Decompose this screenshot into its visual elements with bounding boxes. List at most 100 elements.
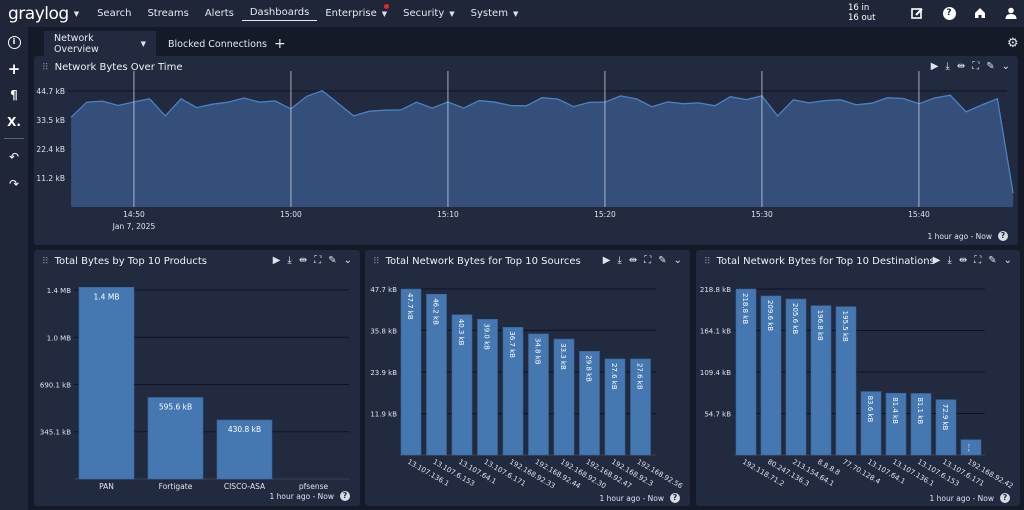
- fullscreen-icon[interactable]: ⛶: [974, 255, 982, 266]
- data-label: 20.1 kB: [967, 444, 969, 452]
- y-tick-label: 164.1 kB: [700, 328, 731, 336]
- edit-icon[interactable]: ✎: [986, 61, 995, 72]
- compress-icon[interactable]: ⇹: [956, 61, 966, 72]
- home-icon[interactable]: [973, 6, 987, 20]
- chevron-down-icon[interactable]: ▼: [140, 40, 146, 48]
- play-icon[interactable]: ▶: [272, 255, 281, 266]
- play-icon[interactable]: ▶: [932, 255, 941, 266]
- bar: [785, 298, 807, 456]
- bar: [910, 393, 932, 456]
- widget-footer: 1 hour ago - Now?: [928, 231, 1008, 241]
- bar: [78, 287, 135, 480]
- fullscreen-icon[interactable]: ⛶: [644, 255, 652, 266]
- plus-icon[interactable]: +: [7, 60, 21, 78]
- undo-icon[interactable]: ↶: [8, 150, 20, 164]
- nav-dashboards[interactable]: Dashboards: [241, 7, 318, 21]
- help-icon[interactable]: ?: [998, 231, 1008, 241]
- widget-footer: 1 hour ago - Now?: [930, 493, 1010, 503]
- data-label: 205.6 kB: [791, 303, 799, 334]
- data-label: 81.4 kB: [891, 397, 899, 424]
- chevron-down-icon[interactable]: ⌄: [1003, 255, 1012, 266]
- chevron-down-icon[interactable]: ▼: [73, 9, 80, 18]
- data-label: 46.2 kB: [432, 298, 440, 325]
- compress-icon[interactable]: ⇹: [958, 255, 968, 266]
- x-tick-label: Fortigate: [159, 482, 193, 491]
- download-icon[interactable]: ⤓: [945, 61, 950, 72]
- redo-icon[interactable]: ↷: [8, 177, 20, 191]
- nav-system[interactable]: System ▼: [463, 8, 527, 19]
- area-chart: 11.2 kB 22.4 kB 33.5 kB 44.7 kB 14:50 15:00 15…: [36, 71, 1014, 231]
- widget-title: Network Bytes Over Time: [54, 62, 183, 73]
- nav-streams[interactable]: Streams: [147, 8, 189, 19]
- chevron-down-icon[interactable]: ⌄: [343, 255, 352, 266]
- edit-icon[interactable]: ✎: [658, 255, 667, 266]
- compress-icon[interactable]: ⇹: [628, 255, 638, 266]
- drag-handle-icon[interactable]: ⠿: [42, 256, 49, 267]
- x-tick-label: 15:20: [594, 210, 616, 219]
- help-icon[interactable]: ?: [942, 6, 956, 20]
- x-tick-label: pfsense: [299, 482, 329, 491]
- info-icon[interactable]: i: [0, 33, 28, 49]
- edit-icon[interactable]: ✎: [328, 255, 337, 266]
- download-icon[interactable]: ⤓: [947, 255, 952, 266]
- nav-security[interactable]: Security ▼: [395, 8, 462, 19]
- bar: [885, 392, 907, 456]
- chevron-down-icon[interactable]: ⌄: [673, 255, 682, 266]
- nav-search[interactable]: Search: [97, 8, 132, 19]
- paragraph-icon[interactable]: ¶: [10, 88, 18, 102]
- area-fill: [71, 90, 1014, 207]
- top-nav: graylog ▼ Search Streams Alerts Dashboar…: [0, 0, 1024, 27]
- tab-label: Blocked Connections: [168, 38, 267, 50]
- bar: [604, 358, 626, 456]
- download-icon[interactable]: ⤓: [287, 255, 292, 266]
- x-date-label: Jan 7, 2025: [112, 222, 156, 231]
- data-label: 34.8 kB: [534, 338, 542, 365]
- drag-handle-icon[interactable]: ⠿: [373, 256, 380, 267]
- dashboard-tabs: Network Overview ▼ Blocked Connections + …: [28, 27, 1024, 57]
- chevron-down-icon[interactable]: ⌄: [1001, 61, 1010, 72]
- y-tick-label: 345.1 kB: [40, 429, 71, 437]
- fullscreen-icon[interactable]: ⛶: [972, 61, 980, 72]
- time-range: 1 hour ago - Now: [599, 493, 664, 503]
- bar: [553, 338, 575, 456]
- bar: [760, 295, 782, 456]
- nav-alerts[interactable]: Alerts: [204, 8, 234, 19]
- user-icon[interactable]: [1004, 6, 1018, 20]
- bar: [579, 350, 600, 456]
- add-tab-button[interactable]: +: [274, 36, 286, 52]
- data-label: 40.3 kB: [457, 319, 465, 346]
- play-icon[interactable]: ▶: [602, 255, 611, 266]
- tab-blocked-connections[interactable]: Blocked Connections: [158, 31, 277, 57]
- graylog-logo[interactable]: graylog: [8, 3, 69, 24]
- tab-label: Network Overview: [54, 33, 99, 55]
- nav-enterprise[interactable]: Enterprise ▼: [317, 4, 395, 19]
- edit-icon[interactable]: [910, 6, 924, 20]
- help-icon[interactable]: ?: [670, 493, 680, 503]
- widget-actions: ▶ ⤓ ⇹ ⛶ ✎ ⌄: [603, 255, 682, 266]
- x-tick-label: 14:50: [123, 210, 145, 219]
- data-label: 81.1 kB: [916, 397, 924, 424]
- help-icon[interactable]: ?: [340, 491, 350, 501]
- drag-handle-icon[interactable]: ⠿: [42, 62, 49, 73]
- bar-chart: 54.7 kB 109.4 kB 164.1 kB 218.8 kB 218.8 kB 1…: [700, 286, 1014, 490]
- edit-icon[interactable]: ✎: [988, 255, 997, 266]
- throughput-indicator[interactable]: 16 in 16 out: [848, 3, 875, 23]
- bar: [477, 318, 498, 456]
- fullscreen-icon[interactable]: ⛶: [314, 255, 322, 266]
- compress-icon[interactable]: ⇹: [298, 255, 308, 266]
- data-label: 72.9 kB: [941, 404, 949, 431]
- variable-icon[interactable]: X.: [7, 115, 21, 129]
- drag-handle-icon[interactable]: ⠿: [704, 256, 711, 267]
- notification-dot: [384, 4, 390, 9]
- widget-network-bytes-over-time: ⠿ Network Bytes Over Time ▶ ⤓ ⇹ ⛶ ✎ ⌄ 11.2 kB 2…: [34, 56, 1018, 245]
- widget-top-sources: ⠿ Total Network Bytes for Top 10 Sources …: [365, 250, 690, 506]
- play-icon[interactable]: ▶: [930, 61, 939, 72]
- tab-network-overview[interactable]: Network Overview ▼: [44, 31, 156, 57]
- gear-icon[interactable]: ⚙: [1007, 36, 1019, 51]
- help-icon[interactable]: ?: [1000, 493, 1010, 503]
- data-label: 39.0 kB: [483, 323, 491, 350]
- data-label: 196.8 kB: [816, 310, 824, 341]
- x-tick-label: 15:00: [280, 210, 302, 219]
- download-icon[interactable]: ⤓: [617, 255, 622, 266]
